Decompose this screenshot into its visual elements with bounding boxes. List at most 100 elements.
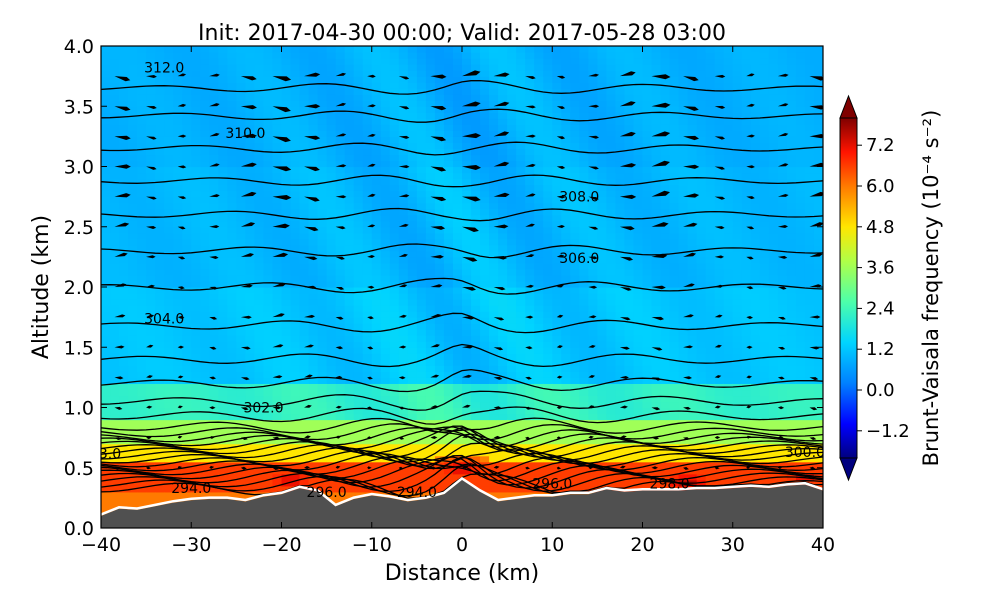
field-cell (633, 341, 644, 348)
field-cell (308, 449, 319, 457)
field-cell (606, 413, 617, 421)
field-cell (588, 425, 598, 433)
field-cell (245, 154, 256, 162)
field-cell (308, 124, 319, 131)
field-cell (146, 232, 156, 240)
field-cell (380, 377, 391, 384)
field-cell (191, 359, 201, 366)
field-cell (570, 88, 580, 95)
field-cell (155, 491, 165, 499)
field-cell (552, 383, 562, 391)
field-cell (371, 365, 382, 372)
field-cell (462, 52, 472, 59)
field-cell (317, 353, 328, 360)
field-cell (443, 94, 454, 101)
field-cell (597, 46, 607, 53)
field-cell (110, 262, 120, 270)
field-cell (597, 443, 607, 451)
field-cell (335, 341, 346, 348)
field-cell (597, 130, 607, 137)
field-cell (534, 256, 544, 264)
field-cell (254, 317, 265, 324)
field-cell (552, 226, 562, 234)
field-cell (552, 311, 562, 318)
field-cell (507, 178, 517, 186)
field-cell (615, 299, 626, 306)
field-cell (137, 100, 147, 107)
field-cell (236, 389, 247, 397)
field-cell (633, 226, 644, 234)
field-cell (606, 299, 617, 306)
field-cell (579, 124, 589, 131)
field-cell (254, 407, 265, 415)
field-cell (146, 329, 156, 336)
field-cell (516, 413, 526, 421)
field-cell (615, 305, 626, 312)
field-cell (191, 136, 201, 143)
field-cell (209, 287, 219, 294)
field-cell (579, 383, 589, 391)
field-cell (110, 106, 120, 113)
field-cell (326, 401, 337, 409)
field-cell (407, 347, 418, 354)
field-cell (227, 287, 237, 294)
field-cell (290, 329, 301, 336)
field-cell (182, 425, 192, 433)
field-cell (344, 124, 355, 131)
field-cell (299, 172, 310, 180)
field-cell (398, 70, 409, 77)
field-cell (624, 76, 635, 83)
field-cell (389, 365, 400, 372)
field-cell (597, 359, 607, 366)
field-cell (371, 437, 382, 445)
field-cell (326, 455, 337, 463)
field-cell (633, 268, 644, 276)
field-cell (326, 106, 337, 113)
field-cell (209, 148, 219, 156)
field-cell (588, 262, 598, 270)
field-cell (380, 485, 391, 493)
field-cell (119, 311, 129, 318)
field-cell (317, 232, 328, 240)
field-cell (119, 52, 129, 59)
field-cell (335, 377, 346, 384)
field-cell (452, 305, 463, 312)
field-cell (173, 244, 183, 252)
field-cell (543, 280, 553, 288)
field-cell (407, 287, 418, 294)
field-cell (290, 323, 301, 330)
field-cell (516, 130, 526, 137)
field-cell (624, 118, 635, 125)
field-cell (588, 280, 598, 288)
field-cell (200, 461, 210, 469)
field-cell (353, 347, 364, 354)
field-cell (119, 256, 129, 264)
field-cell (498, 148, 508, 156)
field-cell (624, 425, 635, 433)
field-cell (236, 256, 247, 264)
field-cell (443, 226, 454, 234)
field-cell (362, 455, 373, 463)
field-cell (245, 371, 256, 378)
field-cell (561, 172, 571, 180)
field-cell (101, 497, 111, 505)
field-cell (182, 461, 192, 469)
field-cell (119, 244, 129, 252)
field-cell (101, 256, 111, 264)
field-cell (326, 467, 337, 475)
field-cell (299, 359, 310, 366)
field-cell (452, 178, 463, 186)
field-cell (173, 299, 183, 306)
field-cell (389, 293, 400, 300)
field-cell (317, 142, 328, 150)
field-cell (471, 238, 481, 246)
field-cell (353, 317, 364, 324)
field-cell (452, 287, 463, 294)
field-cell (398, 130, 409, 137)
field-cell (407, 88, 418, 95)
field-cell (317, 250, 328, 258)
field-cell (353, 208, 364, 216)
field-cell (552, 250, 562, 258)
field-cell (308, 347, 319, 354)
field-cell (425, 148, 436, 156)
